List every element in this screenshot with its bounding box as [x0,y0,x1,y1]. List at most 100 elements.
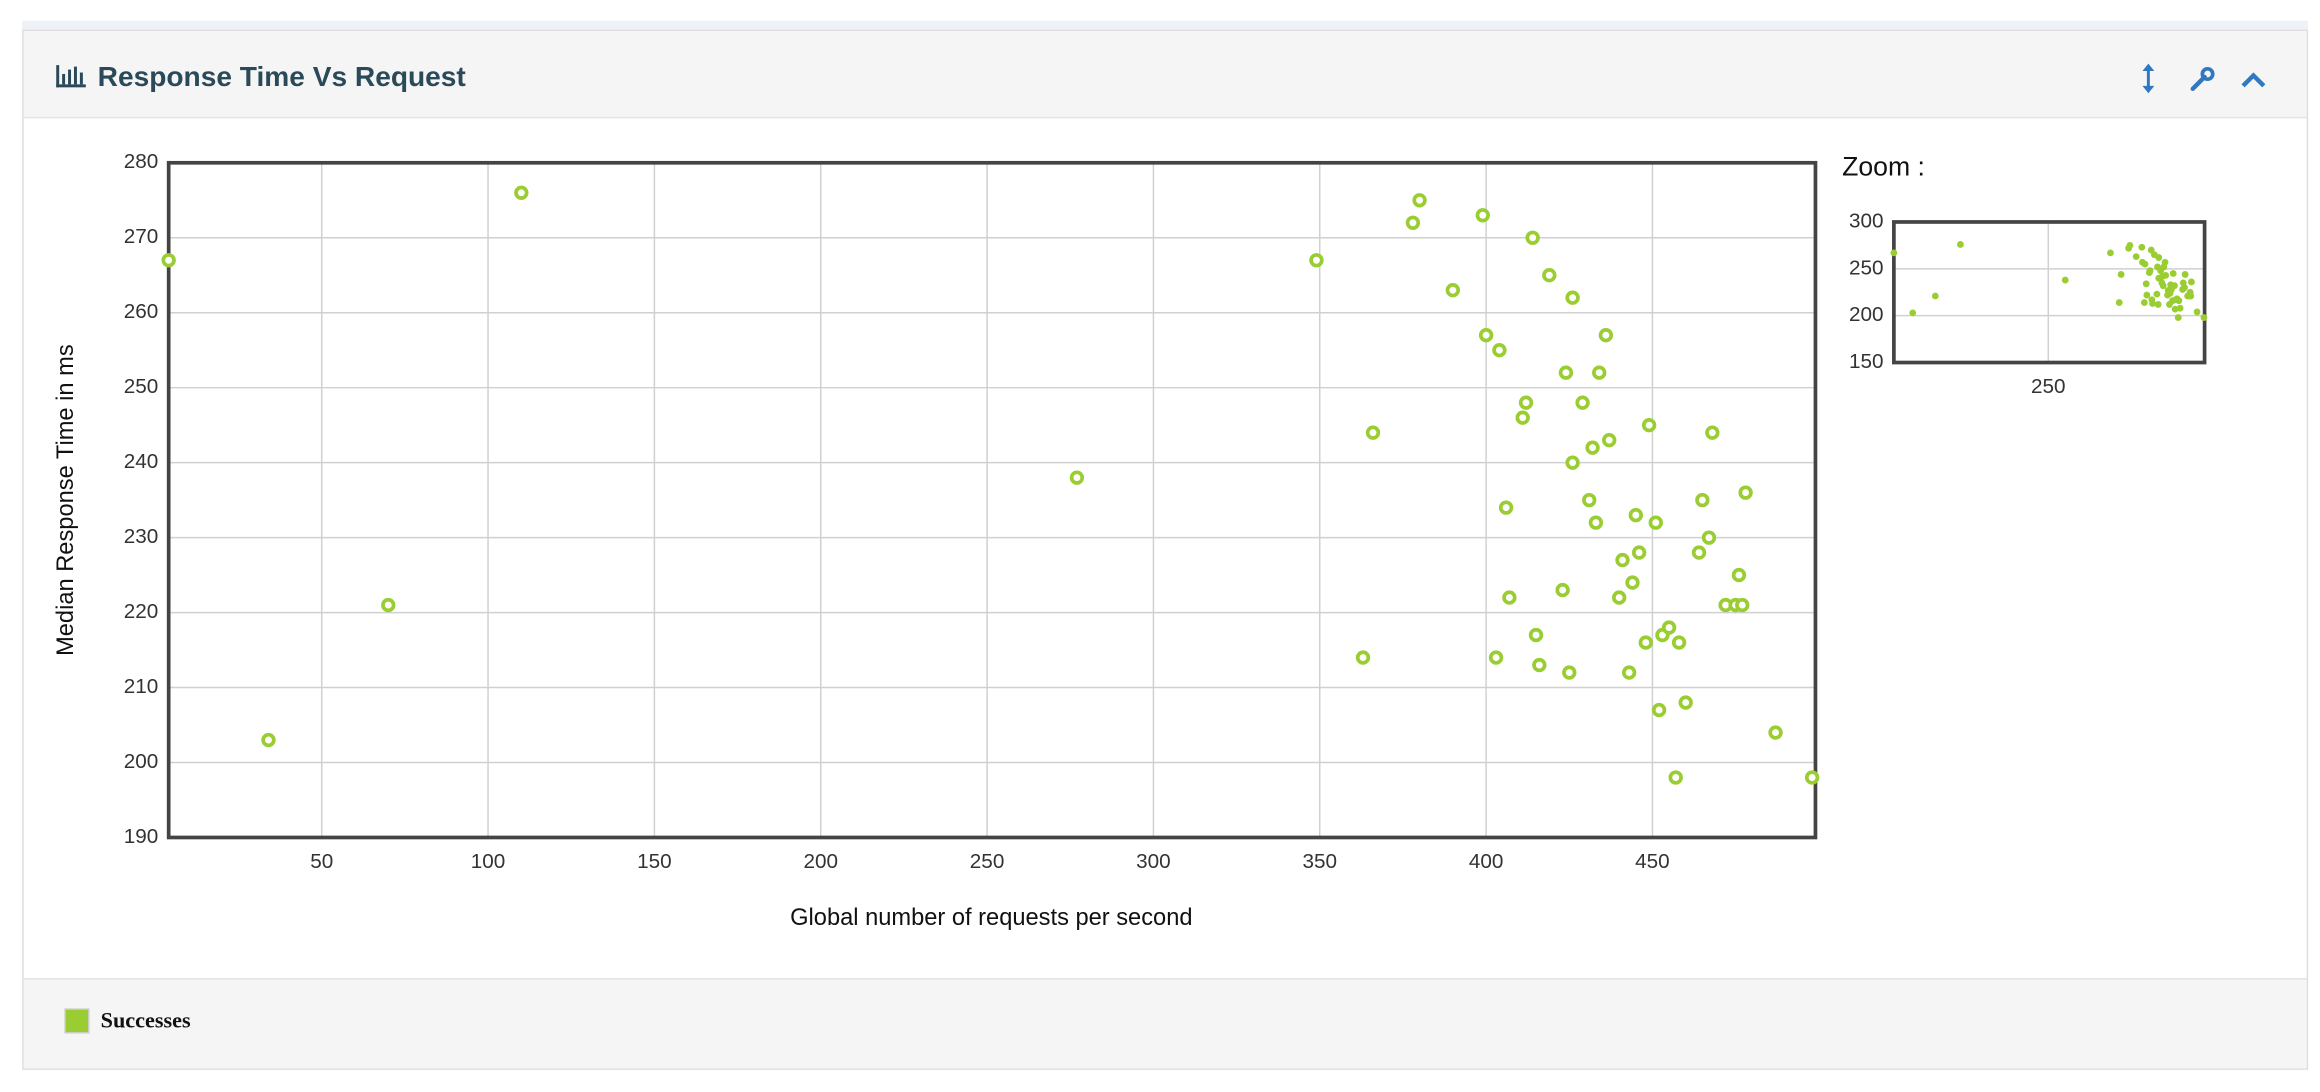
zoom-point [2181,271,2189,278]
point [1069,470,1085,485]
panel-footer [23,978,2307,1069]
settings-button[interactable] [2190,66,2215,92]
point [1515,410,1530,425]
panel-title: Response Time Vs Request [98,61,467,92]
y-tick-label: 270 [124,225,159,248]
point [1412,193,1427,208]
point [1592,365,1607,380]
point [1735,597,1750,613]
point [1518,395,1534,410]
zoom-point [2061,276,2069,284]
x-tick-label: 150 [637,850,672,873]
point [1705,425,1720,440]
y-tick-label: 240 [124,450,159,473]
zoom-point [2200,314,2208,321]
zoom-point [2149,300,2156,307]
collapse-button[interactable] [2241,72,2266,88]
point [1582,492,1597,508]
point [1565,290,1580,305]
point [1405,215,1421,230]
point [261,732,276,748]
point [1628,507,1643,523]
point [1648,515,1663,530]
point [1691,545,1707,560]
zoom-point [2140,299,2148,306]
x-tick-label: 350 [1302,850,1337,873]
point [1598,328,1614,343]
point [1585,440,1600,455]
x-tick-label: 200 [803,850,838,873]
y-tick-label: 250 [124,375,159,398]
x-tick-label: 300 [1136,850,1171,873]
point [1611,590,1627,605]
point [1588,515,1604,530]
point [1701,530,1717,545]
point [381,597,396,613]
y-tick-label: 260 [124,300,159,323]
zoom-point [2193,308,2201,316]
plot-frame [166,160,1818,840]
point [1525,230,1540,245]
point [1768,725,1783,740]
zoom-point [2145,269,2153,276]
chart-layer: 190 200 210 220 230 240 250 260 270 280 50 100 150 20… [124,150,2208,873]
point [1562,665,1577,680]
zoom-point [2126,241,2134,249]
y-tick-label: 220 [124,600,159,623]
x-tick-label: 450 [1635,850,1670,873]
point [1355,650,1371,665]
legend-label[interactable]: Successes [101,1008,191,1033]
zoom-point [2161,258,2169,266]
point [1542,268,1557,283]
zoom-point [2175,297,2183,305]
zoom-point [2187,292,2195,300]
point [1641,417,1657,433]
zoom-point [1909,309,1917,317]
x-tick-label: 400 [1469,850,1504,873]
zoom-point [2171,305,2179,313]
zoom-point [2171,282,2178,290]
point [1492,343,1507,358]
panel-header [23,31,2307,117]
zoom-point [2181,284,2188,291]
point [1631,545,1647,560]
y-tick-label: 190 [124,825,159,848]
point [1555,582,1570,598]
y-tick-label: 150 [1849,350,1884,373]
point [1602,432,1617,448]
x-tick-label: 250 [2031,375,2066,398]
chart-icon [56,65,86,88]
point [1475,208,1490,223]
point [1502,590,1517,605]
zoom-point [2154,301,2162,308]
zoom-point [2153,290,2161,298]
zoom-point [2155,254,2163,261]
zoom-point [2132,253,2140,261]
zoom-point [2115,299,2123,306]
zoom-point [2142,280,2150,288]
zoom-point [2143,291,2151,299]
y-tick-label: 300 [1849,209,1884,232]
point [1661,620,1677,635]
zoom-point [2107,249,2114,257]
point [1445,283,1461,298]
zoom-point [2162,271,2170,279]
point [1738,485,1753,500]
point [1804,770,1820,785]
point [1532,657,1547,673]
zoom-point [2117,271,2125,278]
y-tick-label: 200 [1849,303,1884,326]
resize-button[interactable] [2142,63,2155,94]
point [1309,253,1324,268]
x-tick-label: 50 [310,850,333,873]
zoom-point [2188,278,2195,286]
point [1558,365,1574,380]
zoom-point [2169,270,2177,277]
y-tick-label: 250 [1849,256,1884,279]
y-tick-label: 210 [124,675,159,698]
point [1668,770,1683,785]
point [1575,395,1590,410]
legend-swatch[interactable] [64,1008,90,1034]
point [1625,575,1640,590]
